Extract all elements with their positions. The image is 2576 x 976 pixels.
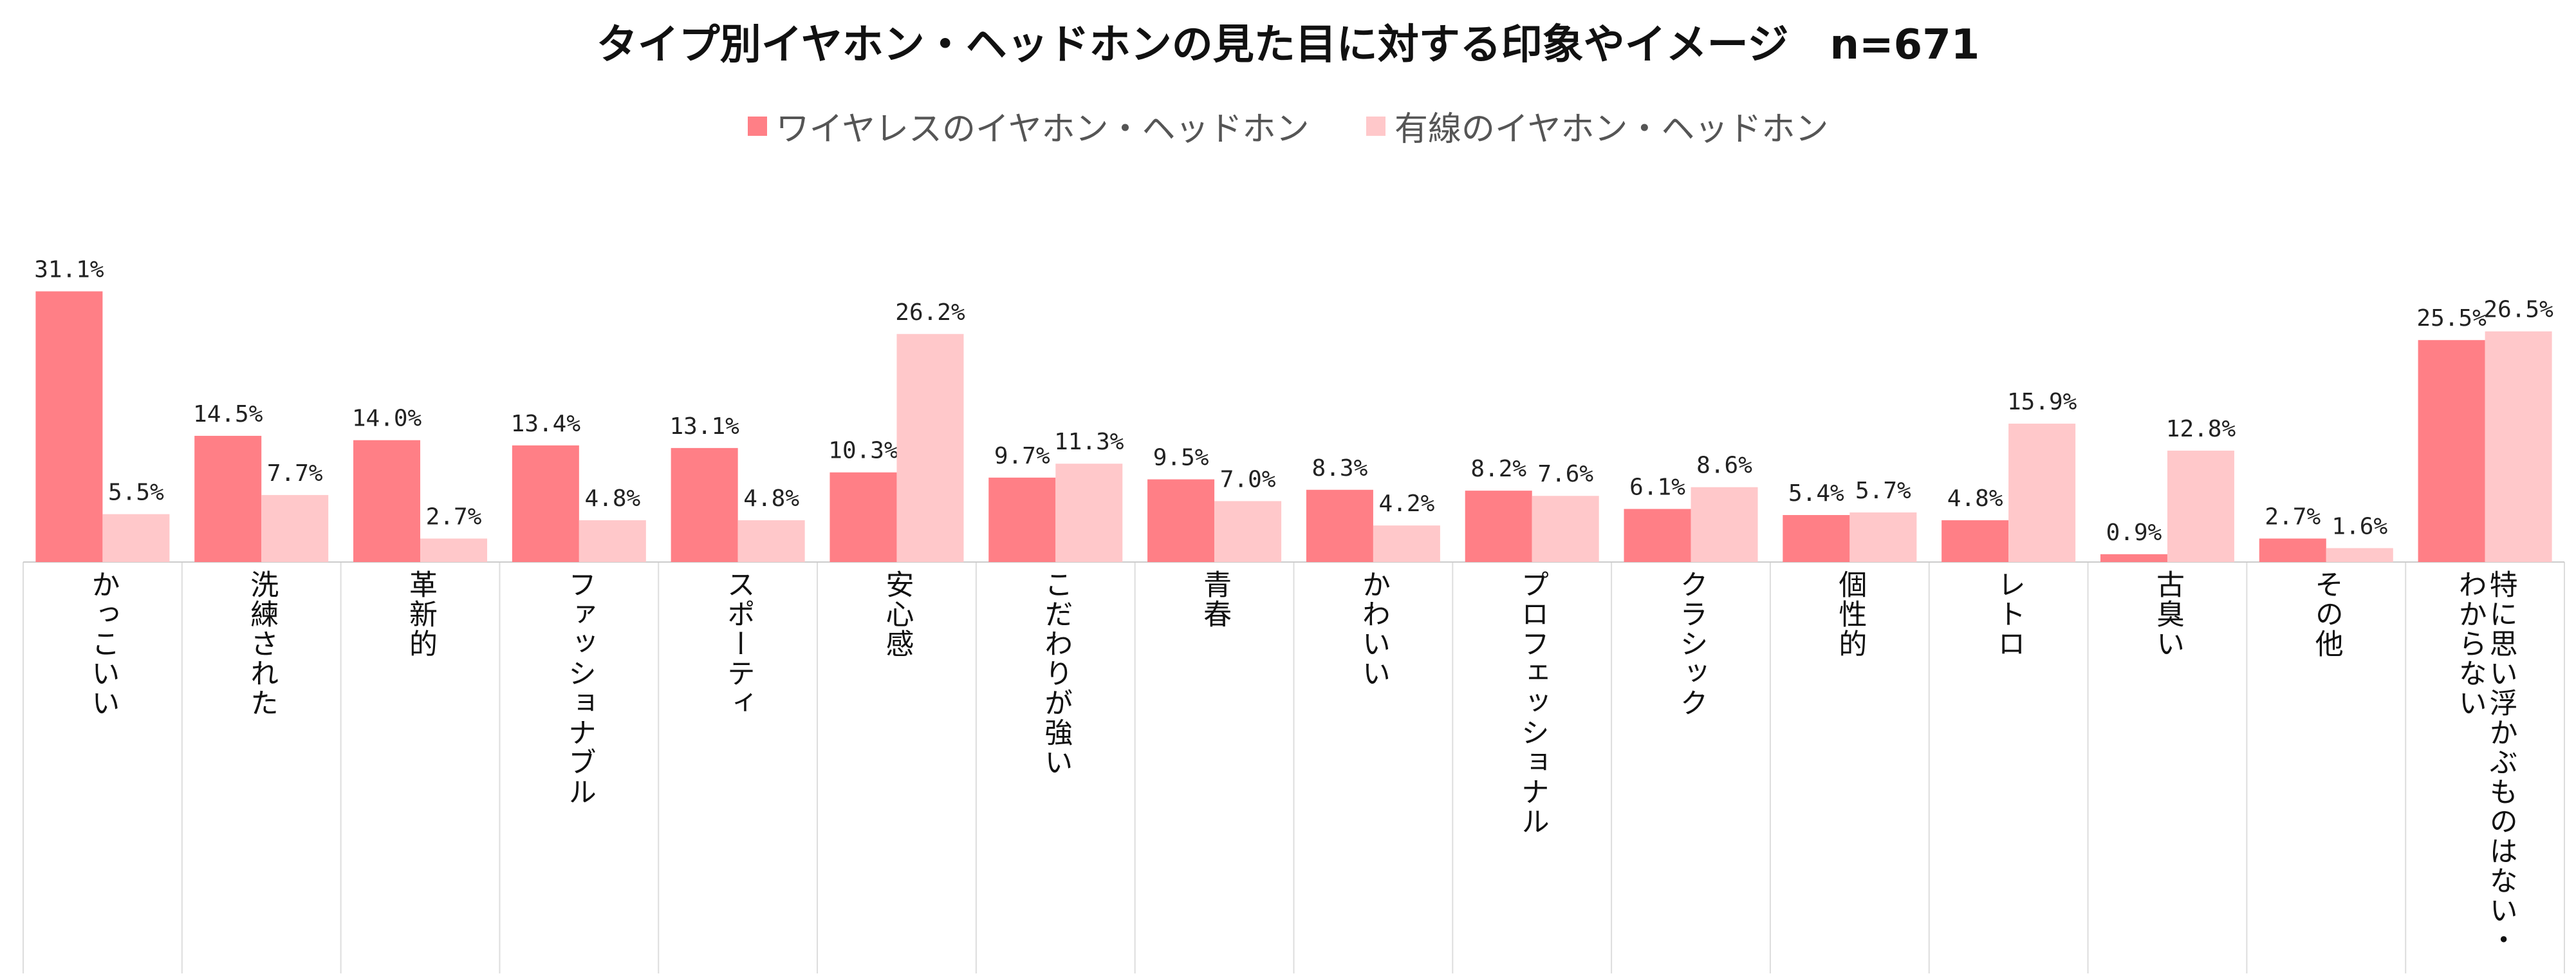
legend-swatch-wireless xyxy=(747,116,767,136)
bar-wireless xyxy=(512,445,579,562)
bar-wireless xyxy=(1624,509,1691,562)
bar-wireless xyxy=(829,472,897,562)
bar-wireless xyxy=(35,291,103,562)
category-label: かっこいい xyxy=(86,570,120,718)
value-label-wireless: 8.3% xyxy=(1312,455,1368,482)
bar-wired xyxy=(1214,501,1282,562)
value-label-wired: 7.6% xyxy=(1537,461,1593,487)
category-label: レトロ xyxy=(1992,570,2026,659)
value-label-wired: 15.9% xyxy=(2007,389,2077,415)
value-label-wireless: 31.1% xyxy=(34,257,104,283)
value-label-wired: 4.8% xyxy=(584,485,640,512)
category-label: スポーティ xyxy=(721,570,755,718)
bar-wireless xyxy=(1783,514,1850,562)
category-label: 青春 xyxy=(1198,570,1232,629)
value-label-wireless: 5.4% xyxy=(1788,480,1844,507)
category-label: 安心感 xyxy=(880,570,914,659)
bar-wireless xyxy=(353,440,421,562)
bar-wired xyxy=(1691,487,1758,562)
value-label-wireless: 13.1% xyxy=(669,413,739,440)
category-label: かわいい xyxy=(1357,570,1390,688)
bar-wireless xyxy=(671,447,738,562)
bar-wireless xyxy=(2100,554,2167,562)
value-label-wireless: 14.0% xyxy=(352,406,422,432)
value-label-wireless: 2.7% xyxy=(2265,503,2321,530)
value-label-wireless: 13.4% xyxy=(511,411,581,437)
bar-wired xyxy=(2167,450,2234,562)
value-label-wireless: 0.9% xyxy=(2106,520,2162,546)
bar-wired xyxy=(737,520,805,562)
bar-wireless xyxy=(2259,538,2326,562)
value-label-wired: 7.0% xyxy=(1220,466,1276,493)
bar-wired xyxy=(2326,548,2393,562)
value-label-wired: 5.7% xyxy=(1855,478,1911,504)
category-label: 洗練された xyxy=(245,570,279,718)
value-label-wired: 26.2% xyxy=(895,299,965,326)
category-label: 特に思い浮かぶものはない・わからない xyxy=(2453,570,2517,955)
legend-label-wireless: ワイヤレスのイヤホン・ヘッドホン xyxy=(775,110,1310,149)
bar-wired xyxy=(1055,464,1123,562)
category-label: プロフェッショナル xyxy=(1515,570,1549,836)
category-label: 古臭い xyxy=(2151,570,2184,659)
bar-wired xyxy=(420,538,488,562)
bar-wired xyxy=(1373,525,1440,562)
value-label-wireless: 8.2% xyxy=(1470,456,1526,482)
value-label-wired: 2.7% xyxy=(426,503,482,530)
value-label-wired: 12.8% xyxy=(2166,416,2236,442)
bar-wireless xyxy=(1941,520,2009,562)
category-label: 個性的 xyxy=(1833,570,1867,659)
bar-wireless xyxy=(2418,340,2485,562)
value-label-wireless: 9.5% xyxy=(1153,445,1209,471)
bar-wireless xyxy=(194,435,262,562)
value-label-wireless: 6.1% xyxy=(1629,474,1685,501)
value-label-wireless: 4.8% xyxy=(1947,485,2003,512)
chart-title: タイプ別イヤホン・ヘッドホンの見た目に対する印象やイメージ n=671 xyxy=(596,21,1980,69)
legend-swatch-wired xyxy=(1366,116,1385,136)
value-label-wired: 11.3% xyxy=(1054,429,1124,455)
bar-wired xyxy=(2485,331,2552,562)
bar-wired xyxy=(896,333,964,562)
legend-item-wireless: ワイヤレスのイヤホン・ヘッドホン xyxy=(747,102,1310,150)
value-label-wired: 1.6% xyxy=(2331,513,2387,540)
category-label: ファッショナブル xyxy=(562,570,596,807)
value-label-wired: 26.5% xyxy=(2483,297,2553,323)
category-label: クラシック xyxy=(1674,570,1708,718)
bar-wired xyxy=(261,494,329,562)
bar-wired xyxy=(2008,424,2076,562)
value-label-wireless: 9.7% xyxy=(994,443,1050,469)
bar-wireless xyxy=(1465,491,1532,562)
value-label-wired: 5.5% xyxy=(108,480,164,506)
value-label-wired: 4.8% xyxy=(743,485,799,512)
value-label-wired: 4.2% xyxy=(1379,491,1435,517)
bar-wired xyxy=(102,514,170,562)
value-label-wireless: 25.5% xyxy=(2416,305,2487,332)
bar-wired xyxy=(1532,496,1599,562)
value-label-wired: 8.6% xyxy=(1696,453,1752,479)
bar-wired xyxy=(1849,512,1917,562)
bar-wired xyxy=(579,520,646,562)
category-label: こだわりが強い xyxy=(1039,570,1073,777)
legend-label-wired: 有線のイヤホン・ヘッドホン xyxy=(1394,110,1829,149)
value-label-wireless: 14.5% xyxy=(193,401,263,427)
category-label: その他 xyxy=(2310,570,2343,659)
value-label-wireless: 10.3% xyxy=(828,438,898,464)
category-label: 革新的 xyxy=(404,570,438,659)
legend-item-wired: 有線のイヤホン・ヘッドホン xyxy=(1366,102,1828,150)
value-label-wired: 7.7% xyxy=(267,460,323,487)
bar-wireless xyxy=(988,477,1056,562)
bar-wireless xyxy=(1306,489,1373,562)
bar-wireless xyxy=(1147,479,1215,562)
legend: ワイヤレスのイヤホン・ヘッドホン 有線のイヤホン・ヘッドホン xyxy=(0,102,2576,150)
